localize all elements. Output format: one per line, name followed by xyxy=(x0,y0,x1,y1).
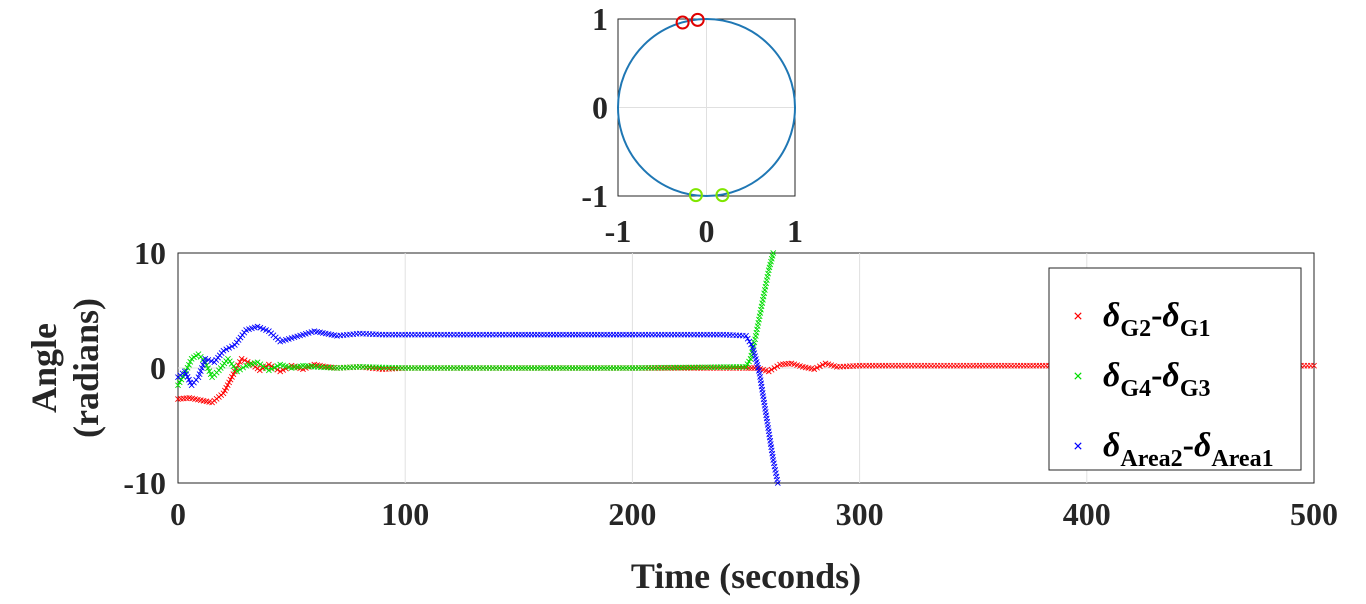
series-2 xyxy=(175,250,777,389)
legend-entry: δArea2-δArea1 xyxy=(1103,427,1274,472)
x-tick-label: 300 xyxy=(836,496,884,532)
legend-marker xyxy=(1074,312,1082,320)
inset-y-tick-label: 1 xyxy=(592,1,608,37)
x-tick-label: 400 xyxy=(1063,496,1111,532)
unit-circle xyxy=(617,18,796,197)
legend-subscript: G4 xyxy=(1120,376,1151,402)
legend-subscript: G3 xyxy=(1180,376,1211,402)
legend-separator: - xyxy=(1183,427,1194,464)
legend-subscript: G1 xyxy=(1180,316,1211,342)
y-tick-label: 0 xyxy=(150,350,166,386)
phasor-marker xyxy=(688,188,703,203)
legend-entry: δG2-δG1 xyxy=(1103,297,1211,342)
legend-delta: δ xyxy=(1103,357,1120,394)
inset-x-tick-label: -1 xyxy=(605,213,632,249)
x-tick-label: 500 xyxy=(1290,496,1338,532)
x-axis-label: Time (seconds) xyxy=(631,556,861,596)
phasor-marker xyxy=(675,15,690,30)
y-axis-label-line1: Angle xyxy=(24,323,64,413)
y-tick-label: -10 xyxy=(123,465,166,501)
x-tick-label: 0 xyxy=(170,496,186,532)
inset-x-tick-label: 1 xyxy=(787,213,803,249)
legend-entry: δG4-δG3 xyxy=(1103,357,1211,402)
legend-separator: - xyxy=(1151,357,1162,394)
legend-delta: δ xyxy=(1162,297,1179,334)
series-markers xyxy=(175,323,781,486)
inset-grid xyxy=(618,19,795,196)
phasor-marker xyxy=(690,12,705,27)
inset-y-tick-label: 0 xyxy=(592,90,608,126)
legend-box xyxy=(1048,267,1302,471)
y-tick-label: 10 xyxy=(134,235,166,271)
legend-marker xyxy=(1074,372,1082,380)
y-axis-label-line2: (radians) xyxy=(66,298,106,438)
inset-x-tick-label: 0 xyxy=(699,213,715,249)
x-tick-label: 100 xyxy=(381,496,429,532)
legend-subscript: G2 xyxy=(1120,316,1151,342)
legend-delta: δ xyxy=(1162,357,1179,394)
legend-subscript: Area2 xyxy=(1120,446,1182,472)
phasor-inset-plot: -1 0 1 -1 0 1 xyxy=(581,1,803,249)
inset-y-tick-label: -1 xyxy=(581,178,608,214)
legend-marker xyxy=(1074,442,1082,450)
legend-delta: δ xyxy=(1103,297,1120,334)
legend-separator: - xyxy=(1151,297,1162,334)
phasor-marker xyxy=(715,188,730,203)
series-markers xyxy=(175,250,777,389)
inset-tick-labels: -1 0 1 -1 0 1 xyxy=(581,1,803,249)
legend-subscript: Area1 xyxy=(1211,446,1273,472)
x-tick-label: 200 xyxy=(608,496,656,532)
legend-delta: δ xyxy=(1103,427,1120,464)
legend-delta: δ xyxy=(1194,427,1211,464)
inset-markers xyxy=(675,12,730,203)
series-3 xyxy=(175,323,781,486)
